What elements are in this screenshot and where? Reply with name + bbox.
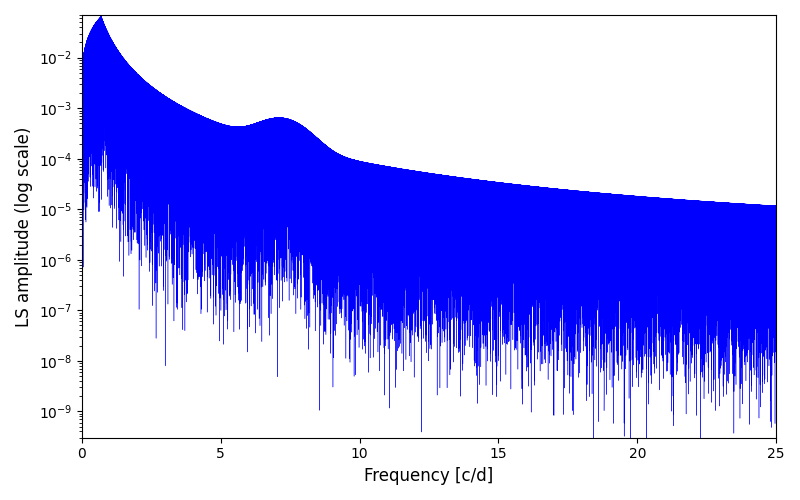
Y-axis label: LS amplitude (log scale): LS amplitude (log scale) [15,126,33,326]
X-axis label: Frequency [c/d]: Frequency [c/d] [364,467,494,485]
